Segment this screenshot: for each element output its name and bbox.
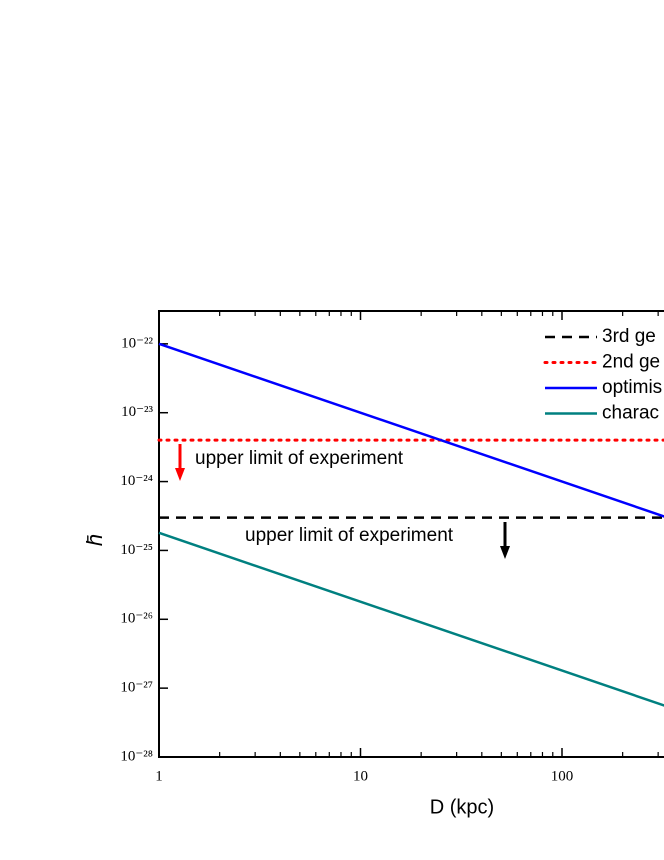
y-tick-label: 10⁻²⁵ <box>120 542 153 558</box>
x-tick-label: 10 <box>353 768 368 784</box>
y-tick-label: 10⁻²² <box>121 335 153 351</box>
x-tick-label: 1 <box>155 768 163 784</box>
legend-label: 3rd ge <box>602 326 656 347</box>
x-tick-label: 100 <box>551 768 574 784</box>
series-line <box>158 531 664 707</box>
y-tick-label: 10⁻²³ <box>121 404 153 420</box>
y-axis-label: h̄ <box>82 534 107 546</box>
x-axis-label: D (kpc) <box>430 796 494 818</box>
annotation: upper limit of experiment <box>245 525 454 546</box>
legend-label: 2nd ge <box>602 352 660 373</box>
y-tick-label: 10⁻²⁴ <box>120 473 153 489</box>
annotation: upper limit of experiment <box>195 448 404 469</box>
y-tick-label: 10⁻²⁸ <box>120 748 153 764</box>
y-tick-label: 10⁻²⁶ <box>120 611 153 627</box>
legend-label: charac <box>602 403 659 424</box>
series-line <box>158 342 664 518</box>
arrow-head <box>500 546 510 559</box>
arrow-head <box>175 468 185 481</box>
legend-label: optimis <box>602 377 662 398</box>
y-tick-label: 10⁻²⁷ <box>120 680 153 696</box>
